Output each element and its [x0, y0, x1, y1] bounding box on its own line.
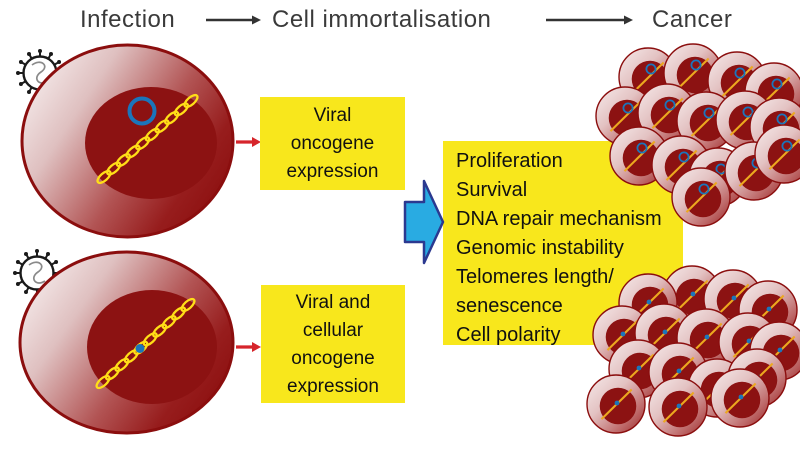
text-line: expression: [287, 376, 379, 397]
nucleus: [676, 56, 714, 94]
episome-ring-icon: [636, 142, 648, 154]
text-line: Cell polarity: [456, 324, 561, 346]
dna-strand-icon: [632, 61, 665, 93]
red-arrow-icon: [236, 137, 261, 147]
viral-cellular-oncogene-box-text: Viral and cellular oncogene expression: [261, 289, 405, 401]
text-line: Viral and: [295, 292, 371, 313]
nucleus: [87, 290, 217, 404]
dna-strand-icon: [677, 57, 710, 89]
text-line: Telomeres length/: [456, 266, 614, 288]
nucleus: [689, 321, 727, 359]
episome-ring-icon: [690, 59, 702, 71]
episome-ring-icon: [664, 99, 676, 111]
text-line: Viral: [313, 105, 352, 126]
integrated-dna-dot-icon: [676, 368, 682, 374]
integrated-dna-dot-icon: [766, 306, 772, 312]
stage-label-infection: Infection: [80, 6, 176, 33]
integrated-dna-dot-icon: [676, 403, 682, 409]
integrated-dna-dot-icon: [738, 394, 744, 400]
integrated-dna-dot-icon: [662, 329, 668, 335]
nucleus: [599, 387, 637, 425]
text-line: oncogene: [290, 133, 375, 154]
flow-arrow-icon: [206, 15, 261, 25]
stage-label-cell-immortalisation: Cell immortalisation: [272, 6, 492, 33]
integrated-dna-dot-icon: [636, 365, 642, 371]
integrated-dna-dot-icon: [690, 291, 696, 297]
integrated-dna-dot-icon: [746, 338, 752, 344]
viral-cellular-oncogene-box: [261, 285, 405, 403]
episome-ring-icon: [622, 102, 634, 114]
text-line: Genomic instability: [456, 237, 624, 259]
infected-cell-integrated: [13, 249, 235, 435]
integrated-dna-dot-icon: [620, 331, 626, 337]
hallmarks-box-text: Proliferation Survival DNA repair mechan…: [456, 147, 681, 350]
integrated-dna-dot-icon: [646, 299, 652, 305]
red-arrow-icon: [236, 342, 261, 352]
text-line: oncogene: [291, 348, 375, 369]
episome-ring-icon: [698, 183, 710, 195]
episome-ring-icon: [678, 151, 690, 163]
block-arrow-icon: [403, 179, 445, 265]
integrated-dna-dot-icon: [731, 295, 737, 301]
nucleus: [622, 139, 660, 177]
viral-oncogene-box-text: Viral oncogene expression: [260, 102, 405, 186]
flow-arrow-icon: [546, 15, 633, 25]
episome-ring-icon: [776, 113, 788, 125]
integrated-dna-dot-icon: [614, 400, 620, 406]
dna-strand-icon: [685, 181, 718, 213]
dna-strand-icon: [609, 100, 642, 132]
dna-strand-icon: [768, 138, 800, 170]
nucleus: [85, 87, 217, 199]
nucleus: [661, 390, 699, 428]
integrated-dna-dot-icon: [704, 334, 710, 340]
infected-cell-episomal: [16, 43, 235, 239]
text-line: DNA repair mechanism: [456, 208, 662, 230]
episome-ring-icon: [645, 63, 657, 75]
cancer-cell-cluster-episomal: [595, 43, 800, 227]
dna-strand-icon: [665, 149, 698, 181]
dna-strand-icon: [96, 93, 199, 185]
text-line: expression: [286, 161, 379, 182]
dna-strand-icon: [651, 97, 684, 129]
nucleus: [723, 381, 761, 419]
nucleus: [675, 278, 713, 316]
text-line: senescence: [456, 295, 563, 317]
nucleus: [684, 180, 722, 218]
episome-ring-icon: [771, 78, 783, 90]
episome-ring-icon: [742, 106, 754, 118]
integrated-dna-dot-icon: [777, 347, 783, 353]
text-line: Proliferation: [456, 150, 563, 172]
text-line: Survival: [456, 179, 528, 201]
episome-ring-icon: [734, 67, 746, 79]
episome-ring-icon: [703, 107, 715, 119]
integrated-dna-dot-icon: [135, 344, 145, 353]
text-line: cellular: [302, 320, 364, 341]
viral-oncogene-box: [260, 97, 405, 190]
dna-strand-icon: [721, 65, 754, 97]
stage-label-cancer: Cancer: [652, 6, 733, 33]
episome-ring-icon: [781, 140, 793, 152]
episome-ring-icon: [127, 96, 157, 126]
cancer-cell-cluster-integrated: [586, 265, 800, 437]
dna-strand-icon: [623, 140, 656, 172]
